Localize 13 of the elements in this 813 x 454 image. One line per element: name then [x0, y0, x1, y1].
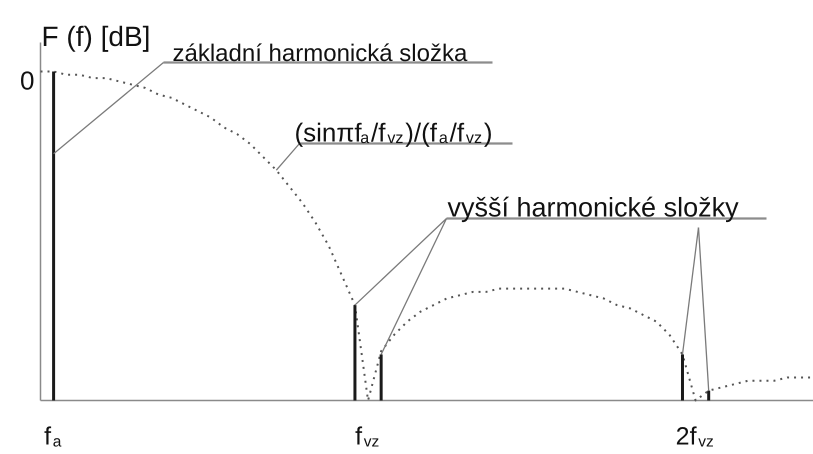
annotation: vyšší harmonické složky [448, 192, 740, 222]
x-tick-label: fvz [355, 422, 380, 450]
bar [353, 305, 356, 400]
bar [380, 354, 383, 400]
bar [52, 72, 56, 400]
text: 0 [20, 66, 35, 96]
annotation: základní harmonická složka [172, 40, 468, 67]
y-axis-title: F (f) [dB] [42, 21, 150, 52]
bar [680, 354, 684, 400]
bar [707, 390, 710, 400]
x-tick-label: fa [44, 422, 62, 450]
x-tick-label: 2fvz [676, 422, 714, 450]
text: (sinπfa/fvz)/(fa/fvz) [294, 118, 493, 148]
